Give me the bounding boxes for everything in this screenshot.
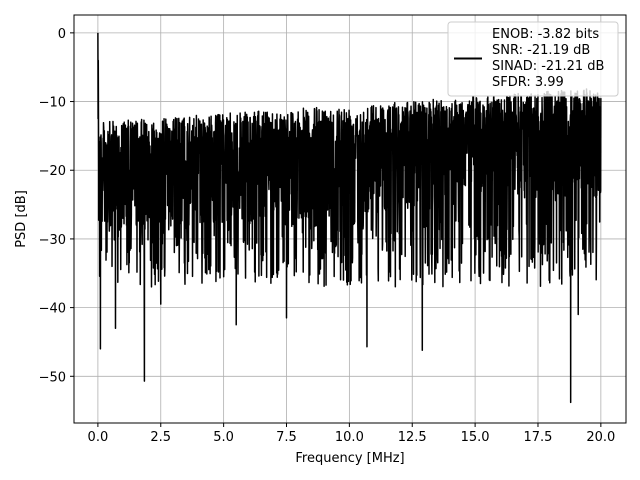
x-tick-label: 0.0 — [88, 430, 109, 445]
legend-entry-line: ENOB: -3.82 bits — [492, 27, 599, 42]
legend-entry-line: SFDR: 3.99 — [492, 75, 564, 90]
y-tick-label: −10 — [39, 96, 66, 111]
psd-series — [97, 32, 602, 404]
legend-entry-line: SNR: -21.19 dB — [492, 43, 590, 58]
legend-box — [447, 21, 619, 97]
x-tick-label: 17.5 — [524, 430, 553, 445]
y-tick-label: 0 — [58, 27, 66, 42]
x-tick-label: 10.0 — [335, 430, 364, 445]
axes — [73, 14, 627, 424]
legend-entry-line: SINAD: -21.21 dB — [492, 59, 604, 74]
plot-frame — [73, 14, 627, 424]
x-tick-label: 5.0 — [213, 430, 234, 445]
y-tick-label: −20 — [39, 164, 66, 179]
x-axis-label: Frequency [MHz] — [295, 451, 404, 466]
x-tick-label: 20.0 — [586, 430, 615, 445]
ticks: 0.0 2.5 5.0 7.5 10.0 12.5 15.0 17.5 20.0 0 −10 −20 −… — [39, 27, 616, 445]
y-tick-label: −40 — [39, 302, 66, 317]
x-tick-label: 12.5 — [398, 430, 427, 445]
y-tick-label: −50 — [39, 370, 66, 385]
y-axis-label: PSD [dB] — [14, 190, 29, 248]
y-tick-label: −30 — [39, 233, 66, 248]
x-tick-label: 2.5 — [150, 430, 171, 445]
x-tick-label: 7.5 — [276, 430, 297, 445]
x-tick-label: 15.0 — [461, 430, 490, 445]
psd-series-line — [97, 32, 602, 404]
